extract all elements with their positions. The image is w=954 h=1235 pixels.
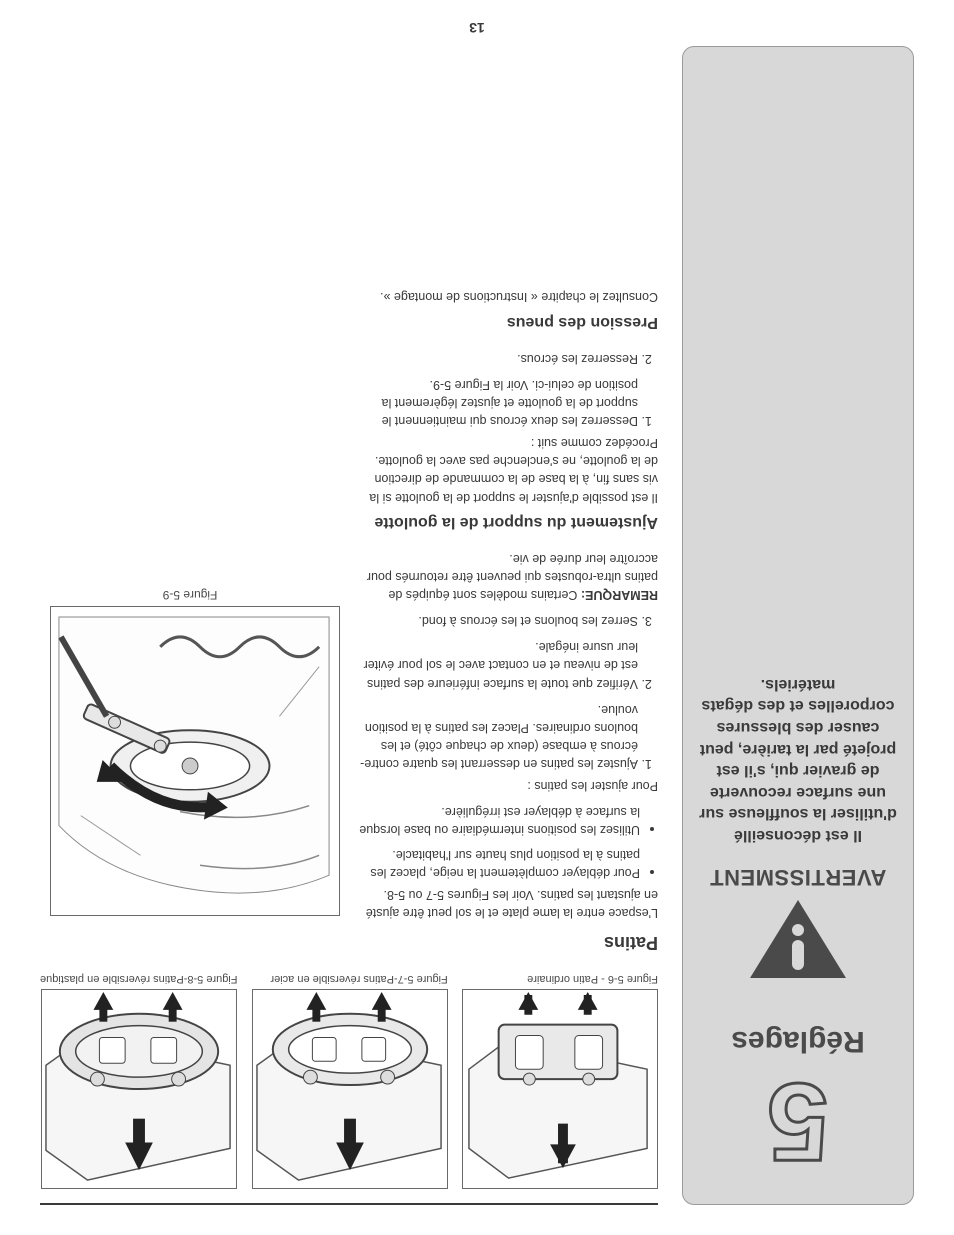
chapter-number: 5	[767, 1066, 828, 1176]
pneus-text: Consultez le chapitre « Instructions de …	[358, 288, 658, 306]
skid-illustration-3	[43, 990, 237, 1188]
figure-5-9	[50, 606, 340, 916]
warning-heading: AVERTISSMENT	[710, 864, 887, 890]
patins-steps: Ajustez les patins en desserrant les qua…	[358, 612, 658, 773]
goulotte-step-2: Resserrez les écrous.	[358, 350, 638, 368]
figure-5-6	[462, 989, 658, 1189]
figure-5-8-col: Figure 5-8-Patins réversible en plastiqu…	[40, 973, 238, 1189]
patins-bullet-1: Pour déblayer complètement la neige, pla…	[358, 846, 640, 882]
warning-text: Il est déconseillé d'utiliser la souffle…	[699, 673, 897, 846]
patins-intro: L'espace entre la lame plate et le sol p…	[358, 886, 658, 922]
goulotte-heading: Ajustement du support de la goulotte	[358, 511, 658, 534]
chapter-sidebar: 5 Réglages AVERTISSMENT Il est déconseil…	[682, 46, 914, 1205]
top-rule	[40, 1203, 658, 1205]
main-column: Figure 5-6 - Patin ordinaire	[40, 46, 658, 1205]
figure-5-7-col: Figure 5-7-Patins réversible en acier	[252, 973, 448, 1189]
figure-5-8-caption: Figure 5-8-Patins réversible en plastiqu…	[40, 973, 238, 985]
note-label: REMARQUE:	[581, 588, 658, 602]
figure-5-8	[42, 989, 238, 1189]
goulotte-intro: Il est possible d'ajuster le support de …	[358, 434, 658, 507]
patins-step-3: Serrez les boulons et les écrous à fond.	[358, 612, 638, 630]
patins-adjust-intro: Pour ajuster les patins :	[358, 777, 658, 795]
figure-row: Figure 5-6 - Patin ordinaire	[40, 973, 658, 1189]
body-columns: L'espace entre la lame plate et le sol p…	[40, 288, 658, 922]
chute-bracket-illustration	[51, 607, 339, 915]
content-row: 5 Réglages AVERTISSMENT Il est déconseil…	[40, 46, 914, 1205]
figure-5-9-caption: Figure 5-9	[40, 588, 340, 602]
page-number: 13	[40, 20, 914, 36]
skid-illustration-1	[463, 990, 657, 1188]
patins-bullet-list: Pour déblayer complètement la neige, pla…	[358, 803, 658, 882]
chapter-title: Réglages	[731, 1024, 864, 1058]
exclamation-icon	[788, 920, 808, 970]
figure-5-7	[252, 989, 448, 1189]
patins-section: Patins	[40, 926, 658, 967]
figure-5-6-col: Figure 5-6 - Patin ordinaire	[462, 973, 658, 1189]
patins-heading: Patins	[40, 932, 658, 953]
patins-step-1: Ajustez les patins en desserrant les qua…	[358, 701, 638, 774]
patins-note: REMARQUE: Certains modèles sont équipés …	[358, 550, 658, 604]
figure-5-6-caption: Figure 5-6 - Patin ordinaire	[462, 973, 658, 985]
warning-icon	[750, 900, 846, 978]
goulotte-step-1: Desserrez les deux écrous qui maintienne…	[358, 376, 638, 430]
figure-column: Figure 5-9	[40, 288, 340, 922]
pneus-heading: Pression des pneus	[358, 310, 658, 333]
text-column: L'espace entre la lame plate et le sol p…	[358, 288, 658, 922]
figure-5-7-caption: Figure 5-7-Patins réversible en acier	[252, 973, 448, 985]
skid-illustration-2	[253, 990, 447, 1188]
goulotte-steps: Desserrez les deux écrous qui maintienne…	[358, 350, 658, 431]
patins-step-2: Vérifiez que toute la surface inférieure…	[358, 638, 638, 692]
patins-bullet-2: Utilisez les positions intermédiaire ou …	[358, 803, 640, 839]
manual-page: 5 Réglages AVERTISSMENT Il est déconseil…	[0, 0, 954, 1235]
left-column: 5 Réglages AVERTISSMENT Il est déconseil…	[682, 46, 914, 1205]
